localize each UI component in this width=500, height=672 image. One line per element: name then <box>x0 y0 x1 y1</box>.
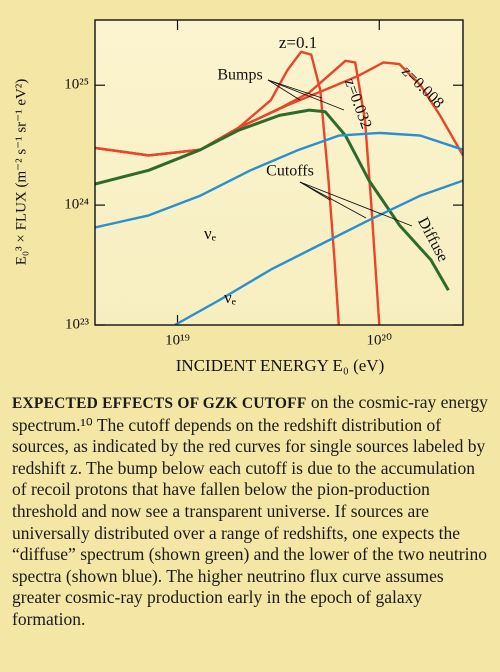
caption: EXPECTED EFFECTS OF GZK CUTOFF on the co… <box>12 392 490 631</box>
x-tick-label: 10²⁰ <box>367 332 393 348</box>
line <box>95 131 463 229</box>
series-label: νₑ <box>224 288 237 307</box>
line <box>174 179 463 325</box>
leader-line <box>267 79 323 99</box>
caption-title: EXPECTED EFFECTS OF GZK CUTOFF <box>12 395 307 412</box>
leader-line <box>299 181 367 219</box>
annotation: Bumps <box>217 67 262 84</box>
series-label: z=0.1 <box>279 33 317 52</box>
y-tick-label: 10²³ <box>65 316 89 332</box>
leader-line <box>267 79 345 111</box>
line <box>95 108 450 291</box>
caption-text: on the cosmic-ray energy spectrum.¹⁰ The… <box>12 392 488 629</box>
plot-area <box>95 20 463 325</box>
leader-line <box>267 79 301 101</box>
chart: INCIDENT ENERGY E₀ (eV) E₀³ × FLUX (m⁻² … <box>13 19 464 375</box>
y-axis-label: E₀³ × FLUX (m⁻² s⁻¹ sr⁻¹ eV²) <box>13 79 29 266</box>
y-tick-label: 10²⁵ <box>64 77 89 93</box>
line <box>95 61 463 157</box>
plot-frame <box>94 19 464 326</box>
x-axis-label: INCIDENT ENERGY E₀ (eV) <box>176 356 384 375</box>
annotation: Cutoffs <box>266 163 314 180</box>
y-tick-label: 10²⁴ <box>64 197 89 213</box>
x-tick-label: 10¹⁹ <box>165 332 190 348</box>
leader-line <box>299 181 413 227</box>
series-label: νₑ <box>204 224 217 243</box>
